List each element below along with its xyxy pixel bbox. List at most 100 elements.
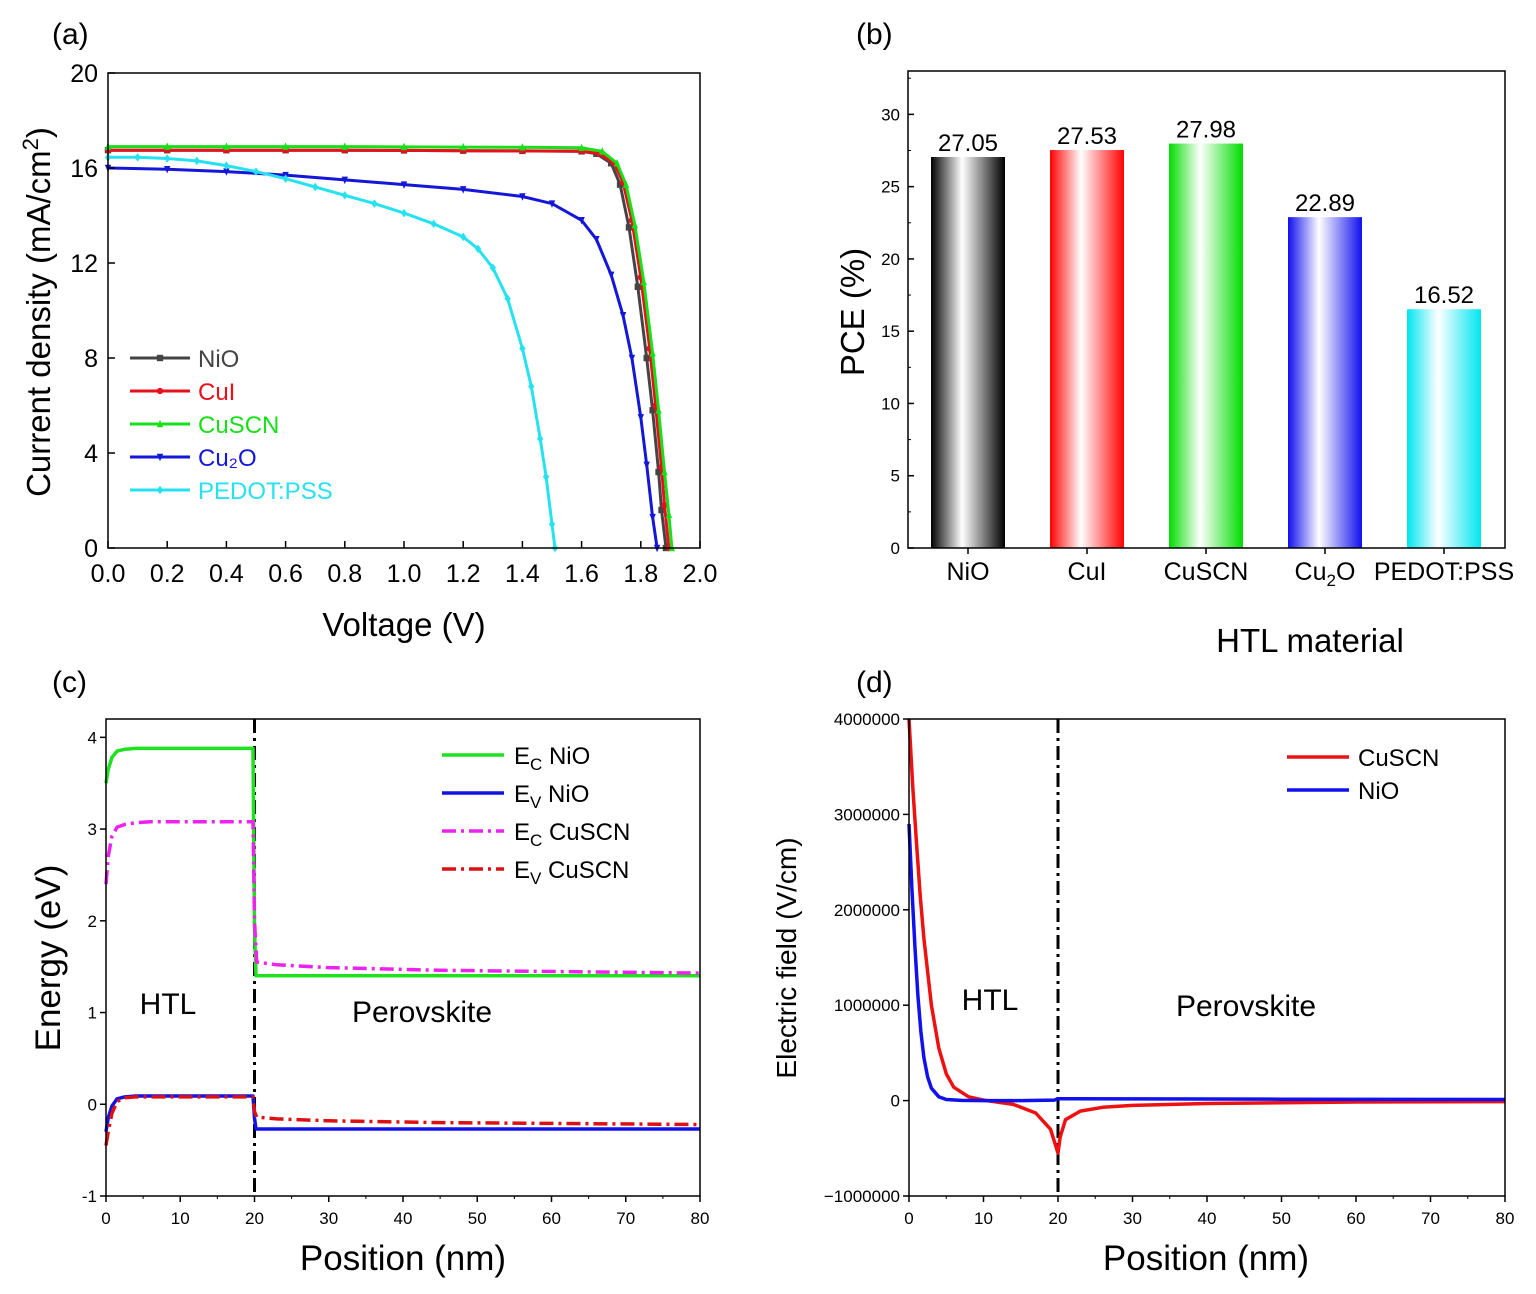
panel-a-x-tick-label: 0.6	[268, 560, 303, 588]
panel-a-pedot-pss-point	[282, 174, 289, 183]
panel-a-cuscn-point	[519, 143, 526, 151]
panel-a-pedot-pss-point	[371, 199, 378, 208]
bar-value-label: 27.05	[938, 130, 998, 157]
panel-b-y-tick-label: 20	[881, 250, 900, 269]
text: CuSCN	[542, 819, 630, 846]
panel-a-cu-o-point	[164, 165, 171, 174]
panel-b-category-label: NiO	[946, 558, 989, 586]
panel-a-pedot-pss-point	[489, 263, 496, 272]
panel-a-cuscn-point	[640, 277, 647, 286]
panel-a-cuscn-point	[578, 143, 585, 152]
panel-d-series-0-line	[907, 718, 1506, 1155]
panel-a-cuscn-point	[164, 142, 171, 150]
panel-c-htl-annotation: HTL	[140, 988, 197, 1021]
bar-value-label: 27.98	[1176, 117, 1236, 144]
panel-a-legend-nio-marker	[156, 354, 164, 362]
panel-c-label: (c)	[52, 666, 87, 699]
panel-a-pedot-pss-series	[104, 153, 559, 553]
panel-a-cuscn-point	[613, 159, 621, 167]
panel-a-legend-pedot-pss-marker	[156, 485, 164, 495]
bar-cu-o	[1288, 217, 1362, 549]
panel-b-y-tick-label: 5	[891, 467, 900, 486]
panel-d-x-tick-label: 0	[904, 1209, 913, 1228]
panel-c-x-tick-label: 40	[394, 1209, 413, 1228]
panel-a-cu-o-point	[460, 186, 467, 194]
panel-d-x-tick-label: 30	[1123, 1209, 1142, 1228]
panel-a-legend-cuscn-marker	[156, 419, 164, 428]
panel-a-y-tick-label: 4	[84, 440, 98, 468]
panel-a-cu-o-point	[649, 513, 656, 522]
panel-d-x-tick-label: 70	[1421, 1209, 1440, 1228]
panel-d-y-tick-label: 3000000	[834, 805, 900, 824]
panel-a-x-tick-label: 0.4	[209, 560, 244, 588]
panel-a-pedot-pss-line	[108, 155, 557, 549]
bar-nio	[931, 157, 1005, 548]
panel-a-nio-point	[625, 224, 633, 231]
panel-a-cuscn-series	[104, 142, 676, 552]
bar-value-label: 16.52	[1414, 282, 1474, 309]
panel-a-cu-o-point	[643, 461, 650, 470]
panel-a-cuscn-point	[665, 510, 673, 518]
panel-a-pedot-pss-point	[519, 344, 526, 353]
panel-a-pedot-pss-point	[504, 294, 511, 303]
subscript: C	[530, 755, 542, 774]
panel-a-legend-cui-label: CuI	[198, 379, 235, 406]
panel-a-cuscn-point	[341, 142, 348, 150]
panel-c-x-tick-label: 60	[542, 1209, 561, 1228]
panel-a-cu-o-point	[223, 168, 230, 176]
panel-a-y-tick-label: 0	[84, 535, 98, 563]
panel-d-legend: CuSCN NiO	[1287, 745, 1439, 805]
panel-d-x-tick-label: 20	[1049, 1209, 1068, 1228]
panel-c-x-tick-label: 10	[171, 1209, 190, 1228]
panel-d-label: (d)	[856, 666, 893, 699]
panel-a-cuscn-point	[599, 147, 606, 155]
panel-a-x-tick-label: 1.4	[505, 560, 540, 588]
bar-value-label: 22.89	[1295, 190, 1355, 217]
panel-a-pedot-pss-point	[223, 161, 230, 170]
panel-d-legend-label: CuSCN	[1358, 745, 1439, 772]
panel-a-cuscn-point	[460, 142, 467, 151]
panel-b-y-tick-label: 10	[881, 394, 900, 413]
subscript: V	[530, 793, 542, 812]
panel-a-legend-cui-marker	[156, 387, 164, 395]
panel-b-y-tick-label: 25	[881, 178, 900, 197]
panel-c-y-tick-label: 2	[88, 912, 97, 931]
panel-c-y-tick-label: 0	[88, 1095, 97, 1114]
panel-b-category-label: CuSCN	[1164, 558, 1249, 586]
panel-a-x-tick-label: 1.6	[564, 560, 599, 588]
subscript: C	[530, 831, 542, 850]
panel-a-cu-o-point	[400, 181, 408, 189]
panel-c-x-axis-title: Position (nm)	[300, 1239, 506, 1278]
panel-b-x-axis-title: HTL material	[1216, 622, 1404, 659]
panel-a-cuscn-point	[282, 142, 289, 150]
panel-a-x-tick-label: 0.0	[91, 560, 126, 588]
panel-d-x-tick-label: 50	[1272, 1209, 1291, 1228]
panel-d-y-axis-title: Electric field (V/cm)	[771, 837, 802, 1078]
panel-a-x-tick-label: 0.2	[150, 560, 185, 588]
panel-a-cu-o-point	[548, 200, 556, 208]
panel-a-nio-point	[655, 468, 662, 476]
panel-a-x-tick-label: 0.8	[327, 560, 362, 588]
panel-a-pedot-pss-point	[341, 191, 348, 200]
panel-b-category-label: CuI	[1068, 558, 1107, 586]
panel-c-perovskite-annotation: Perovskite	[352, 996, 492, 1029]
panel-c-y-axis-title: Energy (eV)	[29, 865, 68, 1052]
panel-c-series-2-line	[104, 819, 701, 975]
panel-c-series-3-line	[104, 1095, 701, 1146]
panel-a-cuscn-point	[622, 180, 630, 188]
panel-d-y-tick-label: 2000000	[834, 901, 900, 920]
panel-a-legend-cuscn-label: CuSCN	[198, 412, 279, 439]
panel-c-y-tick-label: 3	[88, 820, 97, 839]
panel-a-pedot-pss-point	[193, 156, 200, 166]
panel-a-y-tick-label: 12	[70, 250, 98, 278]
superscript: 2	[18, 138, 43, 150]
panel-a-y-tick-label: 16	[70, 155, 98, 183]
panel-c-legend-label: EV NiO	[514, 781, 589, 812]
panel-d-x-axis-title: Position (nm)	[1103, 1239, 1309, 1278]
panel-d-y-tick-label: −1000000	[824, 1187, 900, 1206]
panel-a-legend-cu-o-marker	[156, 453, 164, 462]
panel-a-cu-o-line	[107, 166, 659, 549]
panel-b-pce-bars: (b) 27.05 27.53 27.98 22.89 16.52 NiO CuI CuSC…	[834, 18, 1514, 659]
panel-a-pedot-pss-point	[460, 232, 467, 242]
